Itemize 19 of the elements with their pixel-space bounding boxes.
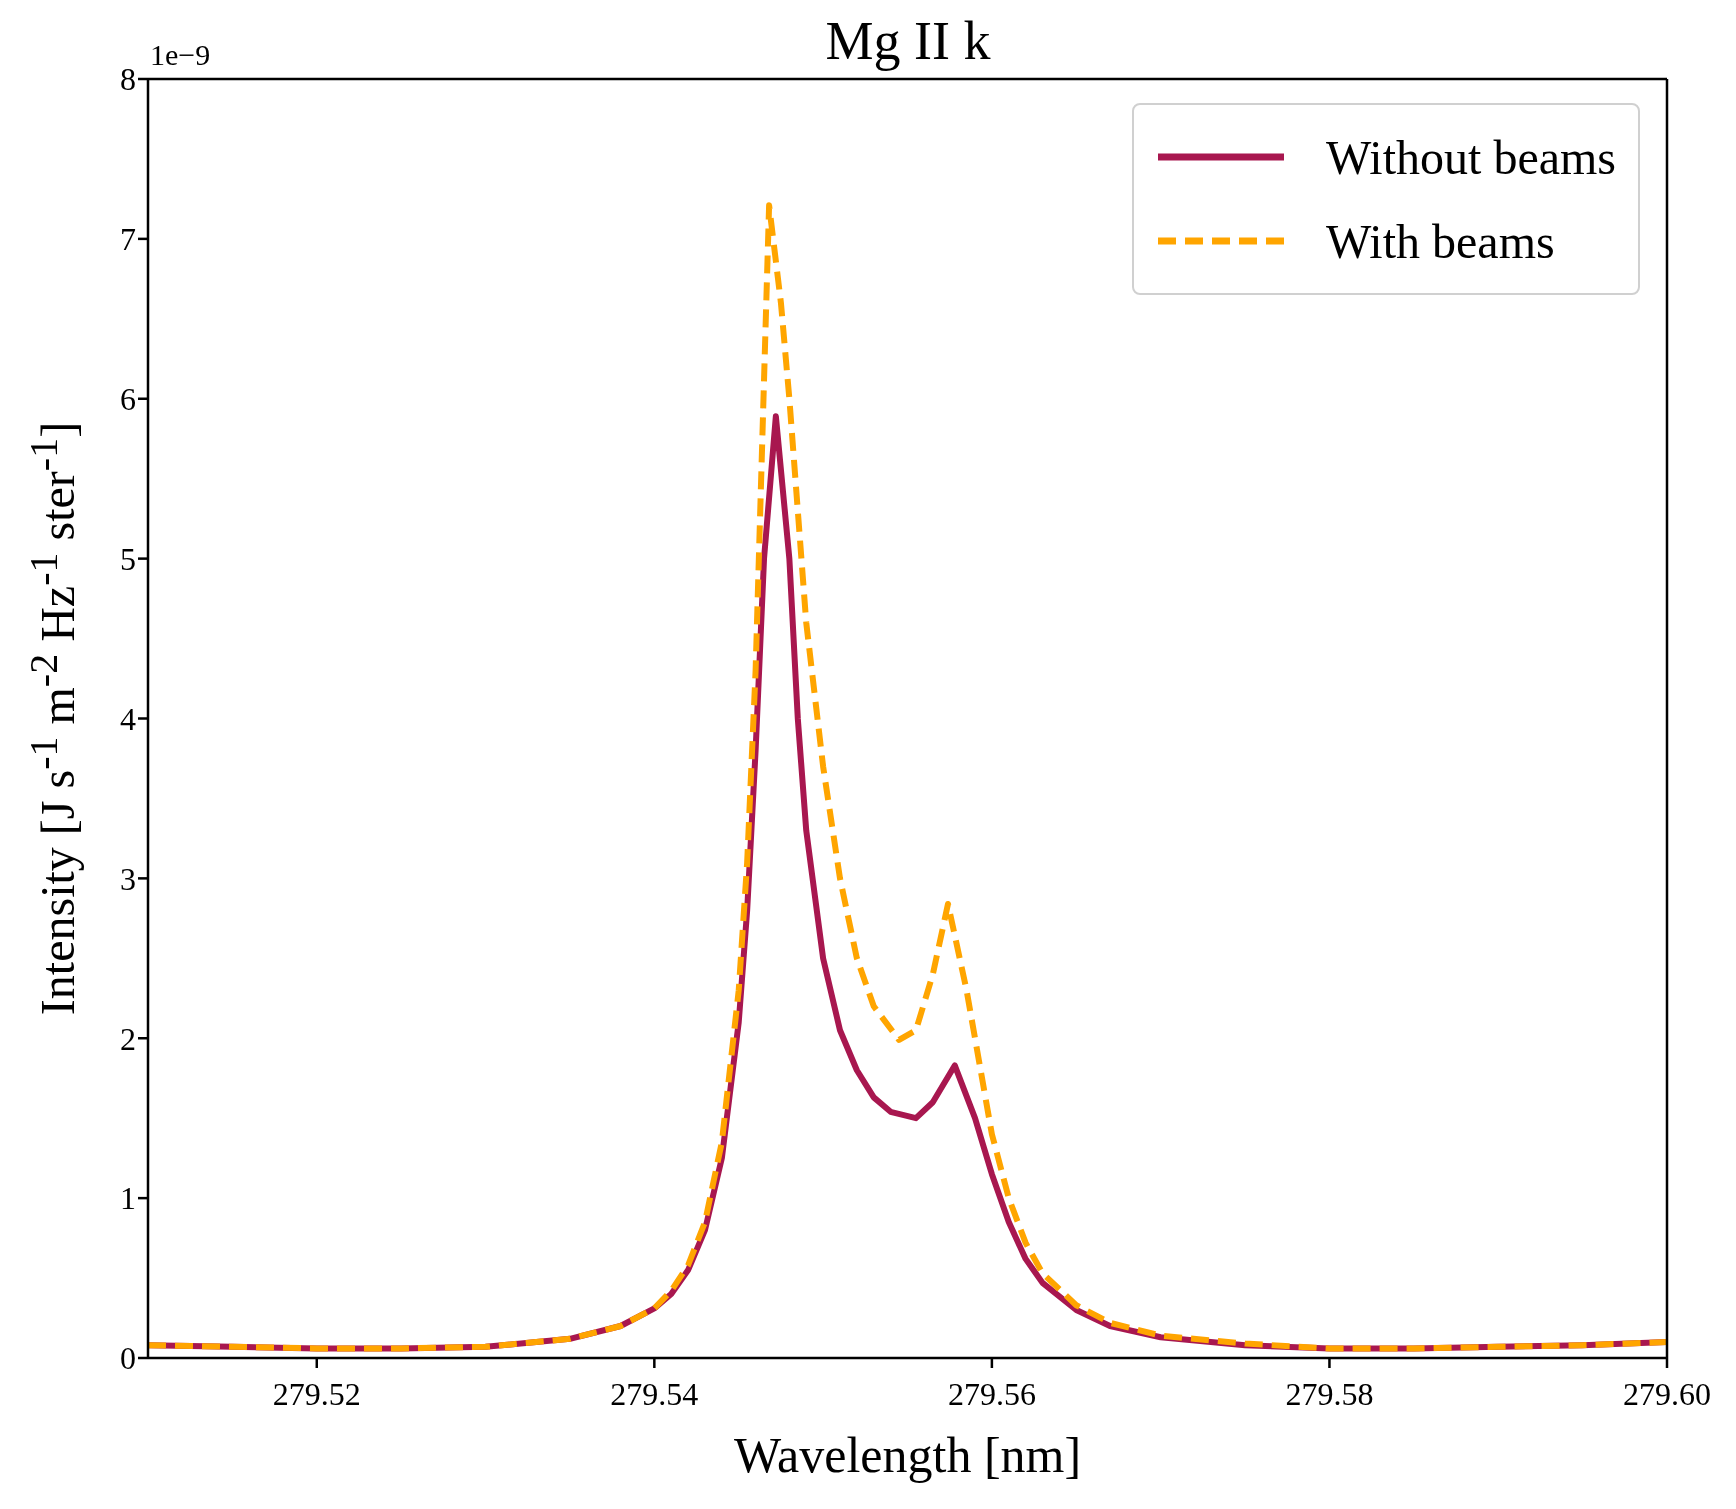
y-tick-label: 3 — [120, 860, 136, 897]
y-tick-label: 7 — [120, 221, 136, 258]
y-tick-label: 0 — [120, 1340, 136, 1377]
x-tick-label: 279.58 — [1285, 1375, 1374, 1412]
y-tick-label: 6 — [120, 381, 136, 418]
x-axis-title: Wavelength [nm] — [733, 1427, 1082, 1483]
x-tick-label: 279.60 — [1623, 1375, 1711, 1412]
y-tick-label: 1 — [120, 1180, 136, 1217]
y-tick-label: 8 — [120, 61, 136, 98]
y-tick-label: 5 — [120, 540, 136, 577]
chart-title: Mg II k — [825, 11, 991, 71]
y-tick-label: 4 — [120, 700, 136, 737]
legend-label: With beams — [1325, 213, 1555, 269]
y-tick-label: 2 — [120, 1020, 136, 1057]
x-tick-label: 279.54 — [610, 1375, 699, 1412]
legend-label: Without beams — [1325, 129, 1616, 185]
x-tick-label: 279.56 — [947, 1375, 1036, 1412]
x-tick-label: 279.52 — [272, 1375, 361, 1412]
offset-text: 1e−9 — [150, 38, 211, 72]
